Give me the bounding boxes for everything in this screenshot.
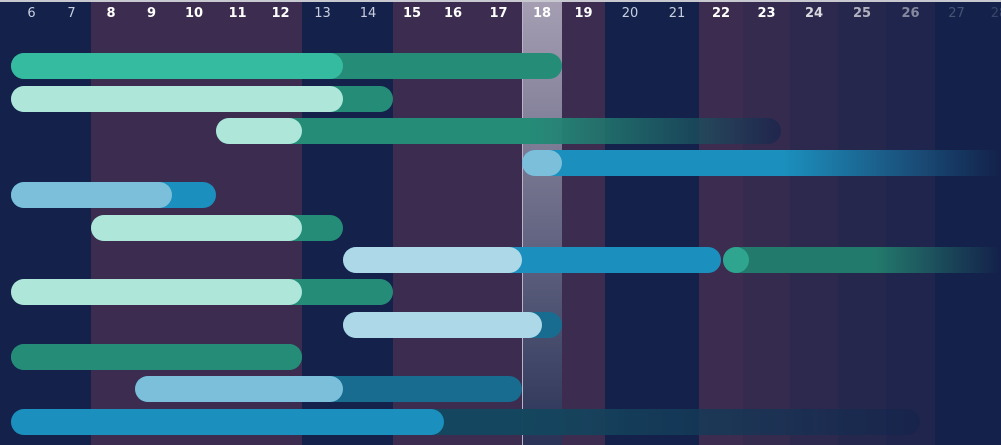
task-bar[interactable] (11, 409, 921, 435)
day-label: 15 (402, 6, 422, 21)
day-label: 25 (852, 6, 872, 21)
task-bar[interactable] (11, 86, 393, 112)
weekday-band (838, 2, 886, 445)
task-progress (343, 247, 522, 273)
day-label: 23 (757, 6, 776, 21)
day-label: 22 (711, 6, 731, 21)
day-label: 13 (314, 6, 331, 21)
task-progress (11, 344, 302, 370)
day-label: 27 (948, 6, 965, 21)
day-label: 19 (574, 6, 593, 21)
task-progress (11, 409, 445, 435)
task-bar[interactable] (135, 376, 522, 402)
weekday-band (886, 2, 935, 445)
task-bar[interactable] (723, 247, 999, 273)
weekday-band (562, 2, 605, 445)
day-label: 12 (271, 6, 290, 21)
task-progress (723, 247, 750, 273)
task-bar[interactable] (11, 279, 393, 305)
day-label: 6 (27, 6, 36, 21)
task-bar[interactable] (11, 182, 216, 208)
day-label: 16 (443, 6, 463, 21)
task-progress (91, 215, 302, 241)
day-label: 10 (184, 6, 204, 21)
day-label: 7 (67, 6, 76, 21)
day-label: 20 (621, 6, 639, 21)
weekday-band (790, 2, 838, 445)
day-label: 8 (106, 6, 116, 21)
task-progress (11, 53, 343, 79)
day-label: 17 (489, 6, 508, 21)
task-bar[interactable] (11, 344, 302, 370)
weekday-band (743, 2, 790, 445)
task-bar[interactable] (216, 118, 781, 144)
day-label: 24 (804, 6, 824, 21)
task-progress (216, 118, 302, 144)
task-progress (135, 376, 343, 402)
day-label: 11 (228, 6, 247, 21)
day-label: 9 (146, 6, 157, 21)
task-bar[interactable] (91, 215, 343, 241)
day-label: 26 (901, 6, 920, 21)
task-progress (11, 86, 343, 112)
task-progress (11, 279, 302, 305)
task-bar[interactable] (11, 53, 562, 79)
day-label: 28 (990, 6, 1001, 21)
day-label: 18 (532, 6, 552, 21)
task-progress (11, 182, 172, 208)
task-bar[interactable] (343, 312, 562, 338)
task-progress (343, 312, 542, 338)
day-label: 21 (668, 6, 686, 21)
task-bar[interactable] (343, 247, 721, 273)
task-progress (522, 150, 562, 176)
day-label: 14 (359, 6, 377, 21)
weekday-band (699, 2, 743, 445)
task-bar[interactable] (522, 150, 999, 176)
